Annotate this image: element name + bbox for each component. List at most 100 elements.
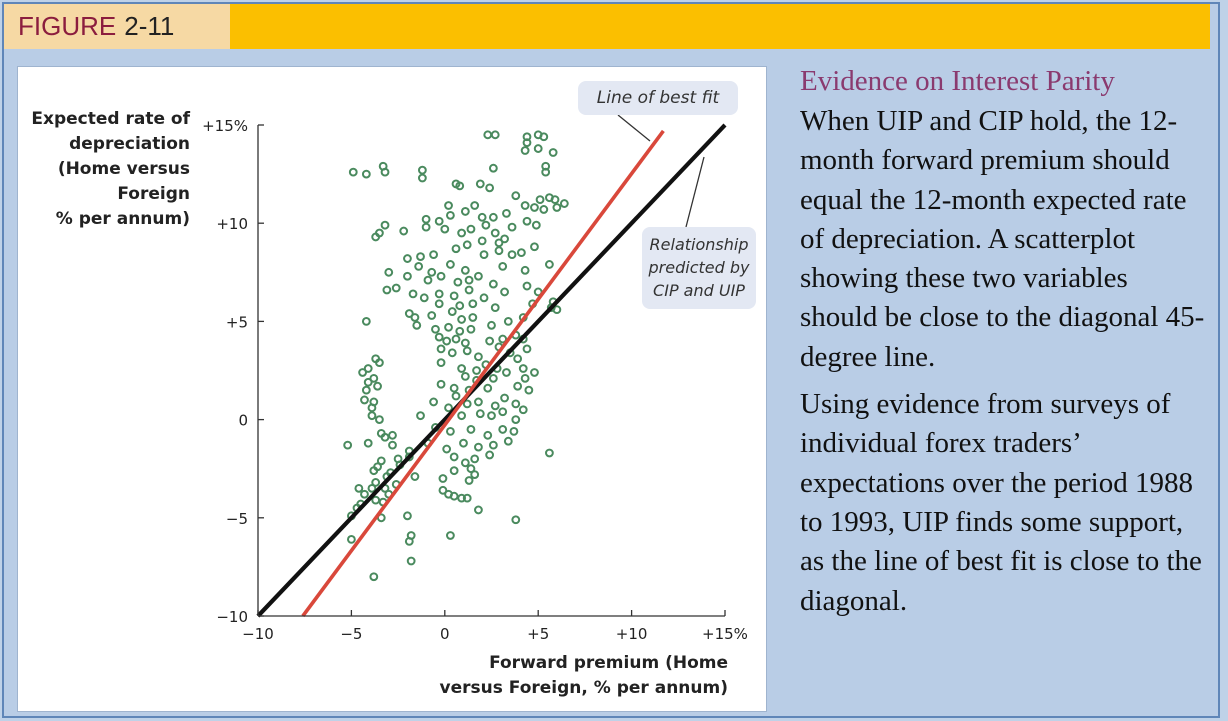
scatter-point: [358, 368, 368, 377]
scatter-point: [477, 236, 487, 246]
scatter-point: [513, 381, 523, 391]
scatter-point: [363, 364, 373, 373]
scatter-point: [490, 228, 500, 238]
scatter-point: [363, 438, 373, 448]
scatter-point: [483, 383, 493, 393]
scatter-point: [406, 556, 416, 566]
figure-label-number: 2-11: [124, 11, 175, 41]
scatter-point: [442, 336, 452, 346]
scatter-point: [354, 483, 364, 493]
scatter-point: [427, 267, 437, 277]
scatter-point: [436, 358, 446, 368]
scatter-point: [509, 426, 519, 436]
scatter-point: [446, 426, 455, 436]
scatter-point: [373, 381, 382, 391]
x-tick-label: +10: [616, 625, 648, 643]
scatter-point: [457, 411, 467, 421]
scatter-point: [466, 224, 476, 234]
scatter-point: [455, 181, 465, 191]
scatter-point: [434, 299, 444, 309]
scatter-point: [548, 148, 558, 157]
scatter-point: [474, 505, 483, 515]
scatter-point: [367, 403, 377, 413]
y-tick-label: −5: [226, 510, 248, 528]
y-axis-label-line: % per annum): [55, 209, 190, 229]
scatter-point: [343, 440, 353, 450]
scatter-point: [361, 169, 371, 179]
scatter-point: [474, 397, 483, 407]
scatter-point: [451, 334, 461, 344]
cip-uip-callout-line: Relationship: [649, 235, 749, 254]
figure-label-word: FIGURE: [18, 11, 117, 41]
scatter-point: [421, 222, 431, 232]
scatter-point: [446, 260, 455, 269]
scatter-point: [453, 277, 463, 287]
scatter-point: [410, 472, 420, 481]
scatter-point: [384, 267, 394, 277]
scatter-point: [449, 466, 459, 476]
scatter-point: [462, 240, 472, 250]
scatter-point: [518, 364, 528, 373]
scatter-point: [438, 485, 448, 495]
scatter-point: [502, 368, 511, 377]
scatter-point: [460, 265, 470, 275]
scatter-point: [490, 401, 500, 411]
scatter-point: [449, 383, 459, 393]
scatter-point: [444, 322, 453, 332]
y-axis-label-line: depreciation: [69, 134, 190, 154]
scatter-point: [419, 293, 429, 303]
scatter-point: [511, 191, 521, 201]
scatter-point: [442, 444, 452, 454]
scatter-point: [522, 216, 532, 226]
scatter-point: [498, 425, 508, 434]
scatter-point: [462, 346, 472, 356]
scatter-point: [436, 379, 446, 389]
scatter-point: [494, 238, 504, 248]
scatter-point: [382, 285, 392, 295]
scatter-point: [460, 207, 470, 216]
scatter-point: [485, 450, 495, 460]
scatter-point: [436, 344, 446, 354]
scatter-point: [417, 173, 427, 183]
scatter-point: [455, 326, 465, 336]
scatter-point: [474, 352, 483, 362]
scatter-point: [481, 220, 491, 230]
scatter-point: [410, 313, 420, 322]
chart-panel: −10 −5 0 +5 +10 +15% −10 −5 0 +5 +10 +15% Line of b…: [17, 66, 767, 712]
scatter-point: [462, 399, 472, 409]
scatter-point: [375, 358, 384, 368]
scatter-point: [403, 271, 412, 281]
y-tick-label: 0: [238, 412, 248, 430]
scatter-point: [371, 232, 381, 242]
x-tick-label: 0: [440, 625, 450, 643]
sidebar-paragraph: Using evidence from surveys of individua…: [800, 388, 1202, 617]
scatter-point: [421, 214, 431, 224]
scatter-point: [550, 195, 560, 205]
scatter-point: [466, 324, 476, 334]
scatter-point: [348, 167, 358, 177]
scatter-point: [361, 385, 371, 395]
cip-uip-callout: Relationship predicted by CIP and UIP: [642, 227, 756, 309]
scatter-point: [403, 254, 412, 263]
cip-uip-leader-line: [685, 156, 705, 228]
scatter-point: [518, 405, 528, 415]
scatter-point: [371, 478, 381, 487]
scatter-point: [404, 452, 414, 462]
scatter-point: [503, 317, 513, 326]
scatter-point: [417, 165, 427, 175]
scatter-point: [369, 466, 379, 476]
scatter-point: [404, 309, 414, 318]
scatter-point: [466, 425, 476, 434]
scatter-point: [488, 212, 498, 222]
cip-uip-diagonal-line: [256, 123, 727, 618]
scatter-point: [455, 301, 465, 311]
scatter-point: [361, 317, 371, 326]
scatter-point: [552, 305, 562, 315]
chart-lines: [256, 123, 727, 618]
scatter-point: [503, 436, 513, 446]
scatter-point: [466, 464, 476, 474]
scatter-point: [457, 315, 467, 324]
best-fit-line: [301, 129, 665, 618]
scatter-point: [416, 411, 425, 421]
x-axis-label-line: Forward premium (Home: [489, 653, 728, 673]
